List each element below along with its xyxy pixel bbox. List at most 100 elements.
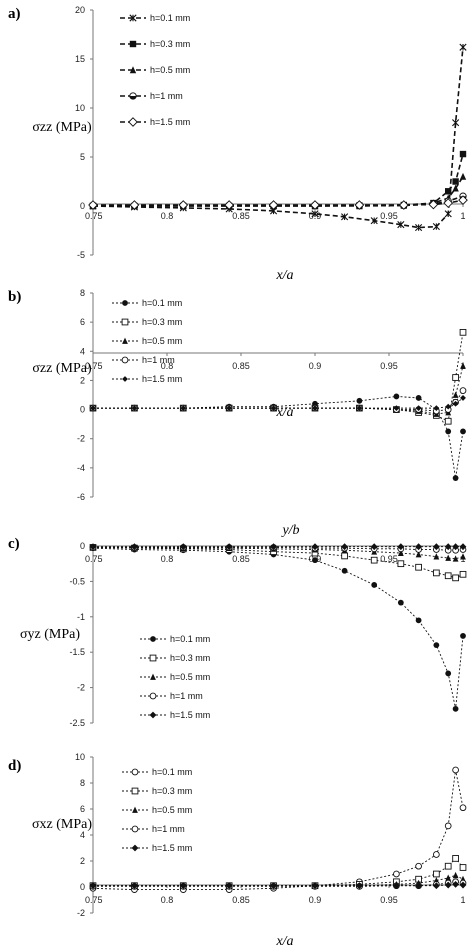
data-point	[432, 543, 440, 551]
y-tick-label: -2.5	[69, 718, 85, 728]
series-5	[90, 395, 466, 412]
x-tick-label: 0.95	[380, 361, 398, 371]
data-point	[341, 213, 349, 221]
data-point	[131, 543, 138, 551]
data-point	[129, 200, 140, 210]
x-tick-label: 0.8	[161, 361, 174, 371]
legend: h=0.1 mm h=0.3 mm h=0.5 mm h=1 mm h=1.5 mm	[122, 767, 192, 853]
data-point	[452, 400, 459, 407]
panel-label: a)	[8, 6, 21, 22]
data-point	[131, 844, 139, 852]
chart-panel-c: c)-2.5-2-1.5-1-0.500.750.80.850.90.951σy…	[8, 523, 467, 728]
x-tick-label: 0.85	[232, 895, 250, 905]
legend-label: h=0.1 mm	[170, 634, 210, 644]
data-point	[459, 328, 467, 336]
data-point	[356, 405, 363, 412]
data-point	[444, 417, 452, 425]
data-point	[178, 200, 189, 210]
data-point	[452, 184, 459, 192]
data-point	[415, 223, 423, 232]
data-point	[460, 428, 466, 435]
data-point	[444, 210, 452, 218]
y-tick-label: 2	[80, 856, 85, 866]
y-tick-label: -1	[77, 612, 85, 622]
x-tick-label: 0.75	[85, 895, 103, 905]
data-point	[311, 882, 319, 890]
panel-label: d)	[8, 758, 21, 774]
data-point	[310, 200, 320, 210]
data-point	[131, 405, 138, 412]
series-1	[89, 43, 467, 232]
data-point	[270, 543, 277, 551]
panel-label: c)	[8, 536, 20, 552]
x-tick-label: 0.85	[232, 361, 250, 371]
data-point	[445, 670, 452, 677]
data-point	[224, 200, 234, 210]
data-point	[179, 543, 187, 551]
y-axis-label: σzz (MPa)	[32, 120, 92, 135]
data-point	[312, 405, 318, 412]
data-point	[452, 178, 459, 185]
data-point	[433, 405, 440, 412]
data-point	[341, 543, 348, 551]
data-point	[452, 374, 459, 381]
data-point	[90, 405, 96, 412]
data-point	[452, 881, 459, 888]
legend-label: h=1.5 mm	[152, 843, 192, 853]
data-point	[131, 825, 139, 833]
data-point	[452, 574, 459, 582]
series-5	[88, 195, 468, 210]
legend-label: h=1 mm	[142, 355, 175, 365]
data-point	[444, 572, 452, 580]
legend-label: h=0.5 mm	[142, 336, 182, 346]
data-point	[458, 195, 468, 205]
data-point	[445, 428, 452, 435]
y-tick-label: -2	[77, 434, 85, 444]
data-point	[131, 882, 138, 890]
series-5	[89, 543, 467, 551]
data-point	[445, 188, 452, 195]
data-point	[444, 822, 452, 830]
y-tick-label: -1.5	[69, 647, 85, 657]
data-point	[459, 570, 467, 578]
data-point	[415, 617, 422, 624]
data-point	[225, 882, 233, 890]
legend-label: h=0.5 mm	[150, 65, 190, 75]
panel-label: b)	[8, 289, 21, 305]
x-tick-label: 0.8	[161, 895, 174, 905]
data-point	[397, 549, 404, 556]
y-tick-label: 4	[80, 830, 85, 840]
data-point	[433, 553, 440, 560]
data-point	[312, 557, 318, 564]
data-point	[180, 405, 187, 412]
data-point	[129, 14, 137, 22]
data-point	[444, 881, 452, 889]
data-point	[129, 40, 137, 48]
y-tick-label: 10	[75, 752, 85, 762]
data-point	[129, 96, 137, 100]
data-point	[122, 337, 128, 344]
y-tick-label: -2	[77, 908, 85, 918]
x-tick-label: 0.95	[380, 554, 398, 564]
data-point	[460, 362, 466, 369]
x-tick-label: 0.8	[161, 211, 174, 221]
data-point	[89, 543, 97, 551]
y-tick-label: 5	[80, 152, 85, 162]
data-point	[433, 642, 440, 649]
data-point	[88, 200, 98, 210]
y-tick-label: 2	[80, 375, 85, 385]
y-tick-label: 0	[80, 201, 85, 211]
data-point	[452, 543, 459, 551]
data-point	[179, 882, 187, 890]
data-point	[370, 556, 378, 564]
x-tick-label: 0.75	[85, 211, 103, 221]
data-point	[445, 874, 452, 881]
data-point	[452, 119, 460, 127]
y-tick-label: 6	[80, 804, 85, 814]
legend: h=0.1 mm h=0.3 mm h=0.5 mm h=1 mm h=1.5 mm	[140, 634, 210, 720]
y-tick-label: -6	[77, 492, 85, 502]
data-point	[433, 569, 440, 577]
data-point	[132, 806, 138, 813]
y-tick-label: -2	[77, 683, 85, 693]
